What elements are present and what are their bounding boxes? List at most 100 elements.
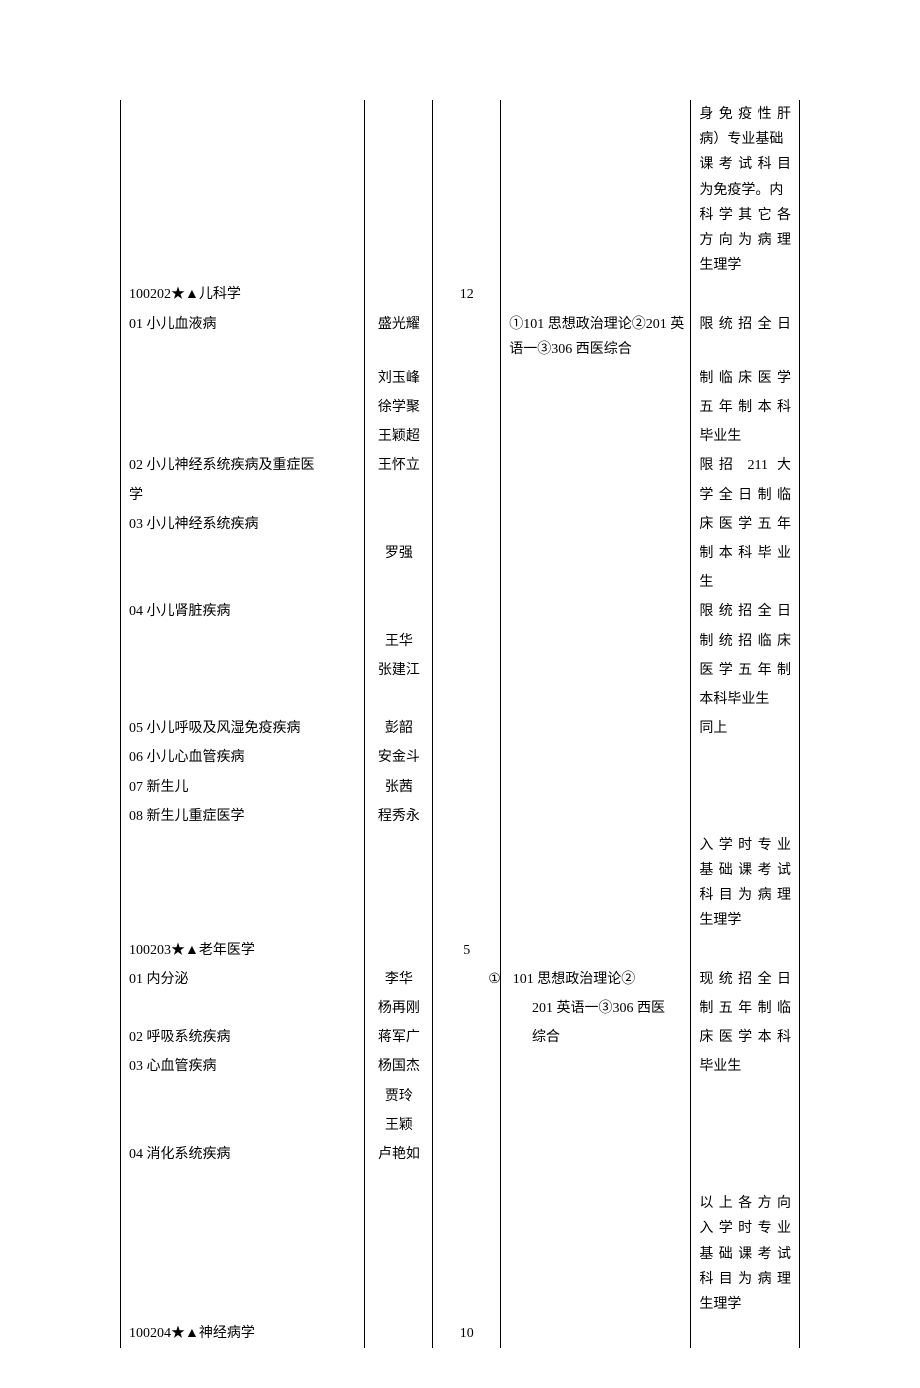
col-note: 身免疫性肝 病）专业基础 课考试科目 为免疫学。内 科学其它各 方向为病理 生理… bbox=[691, 100, 800, 280]
table-row: 04 消化系统疾病 卢艳如 bbox=[121, 1140, 800, 1169]
note-text: 本科毕业生 bbox=[691, 685, 800, 714]
col-exam: ① 101 思想政治理论② bbox=[501, 965, 691, 994]
note-text: 基础课考试 bbox=[699, 1242, 791, 1267]
table-row: 入学时专业 基础课考试 科目为病理 生理学 bbox=[121, 831, 800, 936]
table-row: 01 内分泌 李华 ① 101 思想政治理论② 现统招全日 bbox=[121, 965, 800, 994]
note-text: 方向为病理 bbox=[699, 228, 791, 253]
table-row: 徐学聚 五年制本科 bbox=[121, 393, 800, 422]
direction-label: 03 小儿神经系统疾病 bbox=[121, 510, 365, 539]
note-text: 限统招全日 bbox=[691, 310, 800, 364]
note-text: 基础课考试 bbox=[699, 858, 791, 883]
table-row: 本科毕业生 bbox=[121, 685, 800, 714]
supervisor-name: 王怀立 bbox=[365, 451, 433, 480]
note-text: 入学时专业 bbox=[699, 833, 791, 858]
direction-label: 02 呼吸系统疾病 bbox=[121, 1023, 365, 1052]
col-supervisor bbox=[365, 280, 433, 309]
specialty-code: 100204★▲神经病学 bbox=[121, 1319, 365, 1348]
table-row: 04 小儿肾脏疾病 限统招全日 bbox=[121, 597, 800, 626]
table-row: 03 小儿神经系统疾病 床医学五年 bbox=[121, 510, 800, 539]
table-row bbox=[121, 1169, 800, 1189]
table-row: 杨再刚 201 英语一③306 西医 制五年制临 bbox=[121, 994, 800, 1023]
supervisor-name: 彭韶 bbox=[365, 714, 433, 743]
supervisor-name: 盛光耀 bbox=[365, 310, 433, 364]
table-row: 学 学全日制临 bbox=[121, 481, 800, 510]
col-exam bbox=[501, 100, 691, 280]
col-note: 入学时专业 基础课考试 科目为病理 生理学 bbox=[691, 831, 800, 936]
supervisor-name: 王颖超 bbox=[365, 422, 433, 451]
direction-label: 01 小儿血液病 bbox=[121, 310, 365, 364]
note-text: 床医学五年 bbox=[691, 510, 800, 539]
table-row: 刘玉峰 制临床医学 bbox=[121, 364, 800, 393]
note-text: 同上 bbox=[691, 714, 800, 743]
count-cell: 10 bbox=[433, 1319, 501, 1348]
direction-label: 01 内分泌 bbox=[121, 965, 365, 994]
table-row: 王颖 bbox=[121, 1111, 800, 1140]
note-text: 制本科毕业 bbox=[691, 539, 800, 568]
supervisor-name: 李华 bbox=[365, 965, 433, 994]
specialty-code: 100203★▲老年医学 bbox=[121, 936, 365, 965]
note-text: 入学时专业 bbox=[699, 1216, 791, 1241]
exam-text: ①101 思想政治理论②201 英语一③306 西医综合 bbox=[501, 310, 691, 364]
direction-label: 学 bbox=[121, 481, 365, 510]
table-row: 罗强 制本科毕业 bbox=[121, 539, 800, 568]
note-text: 生理学 bbox=[699, 253, 791, 278]
note-text: 现统招全日 bbox=[691, 965, 800, 994]
note-text: 限统招全日 bbox=[691, 597, 800, 626]
direction-label: 02 小儿神经系统疾病及重症医 bbox=[121, 451, 365, 480]
table-row: 03 心血管疾病 杨国杰 毕业生 bbox=[121, 1052, 800, 1081]
note-text: 毕业生 bbox=[691, 422, 800, 451]
table-row: 身免疫性肝 病）专业基础 课考试科目 为免疫学。内 科学其它各 方向为病理 生理… bbox=[121, 100, 800, 280]
supervisor-name: 王华 bbox=[365, 627, 433, 656]
note-text: 生理学 bbox=[699, 908, 791, 933]
table-row: 100204★▲神经病学 10 bbox=[121, 1319, 800, 1348]
supervisor-name: 张茜 bbox=[365, 773, 433, 802]
exam-text: ① 101 思想政治理论② bbox=[530, 967, 686, 992]
supervisor-name: 程秀永 bbox=[365, 802, 433, 831]
table-row: 王华 制统招临床 bbox=[121, 627, 800, 656]
table-row: 张建江 医学五年制 bbox=[121, 656, 800, 685]
note-text: 课考试科目 bbox=[699, 152, 791, 177]
table-row: 生 bbox=[121, 568, 800, 597]
note-text: 病）专业基础 bbox=[699, 127, 791, 152]
note-text: 科学其它各 bbox=[699, 203, 791, 228]
supervisor-name: 安金斗 bbox=[365, 743, 433, 772]
note-text: 床医学本科 bbox=[691, 1023, 800, 1052]
table-row: 以上各方向 入学时专业 基础课考试 科目为病理 生理学 bbox=[121, 1189, 800, 1319]
exam-text: 201 英语一③306 西医 bbox=[501, 994, 691, 1023]
count-cell: 5 bbox=[433, 936, 501, 965]
supervisor-name: 杨国杰 bbox=[365, 1052, 433, 1081]
supervisor-name: 蒋军广 bbox=[365, 1023, 433, 1052]
col-count bbox=[433, 100, 501, 280]
note-text: 五年制本科 bbox=[691, 393, 800, 422]
note-text: 为免疫学。内 bbox=[699, 178, 791, 203]
specialty-code: 100202★▲儿科学 bbox=[121, 280, 365, 309]
col-supervisor bbox=[365, 100, 433, 280]
col-note: 以上各方向 入学时专业 基础课考试 科目为病理 生理学 bbox=[691, 1189, 800, 1319]
table-row: 贾玲 bbox=[121, 1082, 800, 1111]
table-row: 07 新生儿 张茜 bbox=[121, 773, 800, 802]
supervisor-name: 刘玉峰 bbox=[365, 364, 433, 393]
direction-label: 07 新生儿 bbox=[121, 773, 365, 802]
table-row: 05 小儿呼吸及风湿免疫疾病 彭韶 同上 bbox=[121, 714, 800, 743]
note-text: 医学五年制 bbox=[691, 656, 800, 685]
note-text: 毕业生 bbox=[691, 1052, 800, 1081]
note-text: 生理学 bbox=[699, 1292, 791, 1317]
supervisor-name: 罗强 bbox=[365, 539, 433, 568]
catalog-table: 身免疫性肝 病）专业基础 课考试科目 为免疫学。内 科学其它各 方向为病理 生理… bbox=[120, 100, 800, 1348]
table-row: 100203★▲老年医学 5 bbox=[121, 936, 800, 965]
note-text: 身免疫性肝 bbox=[699, 102, 791, 127]
note-text: 以上各方向 bbox=[699, 1191, 791, 1216]
direction-label: 05 小儿呼吸及风湿免疫疾病 bbox=[121, 714, 365, 743]
col-exam bbox=[501, 280, 691, 309]
note-text: 学全日制临 bbox=[691, 481, 800, 510]
exam-text: 综合 bbox=[501, 1023, 691, 1052]
note-text: 制五年制临 bbox=[691, 994, 800, 1023]
note-text: 生 bbox=[691, 568, 800, 597]
direction-label: 03 心血管疾病 bbox=[121, 1052, 365, 1081]
direction-label: 04 消化系统疾病 bbox=[121, 1140, 365, 1169]
direction-label: 04 小儿肾脏疾病 bbox=[121, 597, 365, 626]
supervisor-name: 杨再刚 bbox=[365, 994, 433, 1023]
note-text: 科目为病理 bbox=[699, 883, 791, 908]
col-note bbox=[691, 280, 800, 309]
supervisor-name: 王颖 bbox=[365, 1111, 433, 1140]
